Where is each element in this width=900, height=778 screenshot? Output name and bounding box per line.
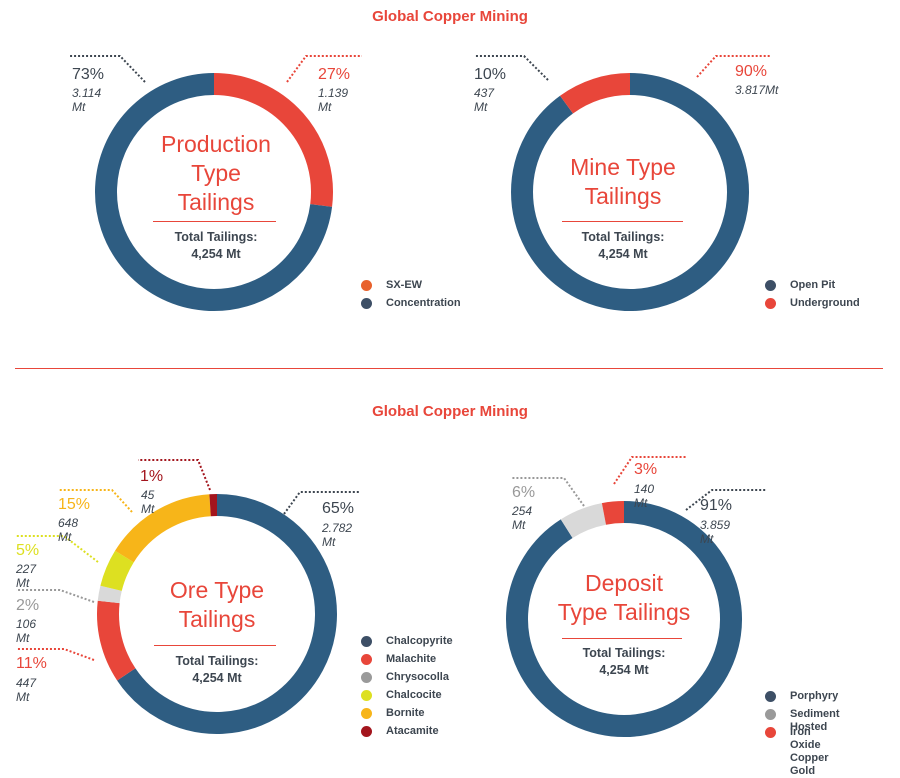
slice-percent-label: 91%: [700, 497, 732, 515]
legend-item: Porphyry: [765, 690, 840, 708]
title-rule: [562, 638, 682, 639]
legend-item: Sediment Hosted: [765, 708, 840, 726]
donut-slice-sediment-hosted: [567, 514, 604, 529]
legend-label: Porphyry: [790, 690, 838, 703]
chart-title: Deposit Type Tailings: [542, 569, 706, 627]
slice-value-label: 3.859 Mt: [700, 518, 730, 546]
total-label: Total Tailings:: [542, 645, 706, 662]
donut-slice-iron-oxide-copper-gold: [604, 512, 624, 514]
total-value: 4,254 Mt: [542, 662, 706, 679]
chart-title-line: Type Tailings: [542, 598, 706, 627]
chart-title-line: Deposit: [542, 569, 706, 598]
total-tailings: Total Tailings: 4,254 Mt: [542, 645, 706, 679]
legend-swatch: [765, 691, 776, 702]
slice-value-label: 140 Mt: [634, 482, 654, 510]
legend-swatch: [765, 727, 776, 738]
slice-percent-label: 3%: [634, 461, 657, 479]
legend-swatch: [765, 709, 776, 720]
slice-percent-label: 6%: [512, 484, 535, 502]
legend-label-line: Copper Gold: [790, 752, 829, 777]
legend-label-line: Iron Oxide: [790, 726, 821, 751]
slice-value-label: 254 Mt: [512, 504, 532, 532]
